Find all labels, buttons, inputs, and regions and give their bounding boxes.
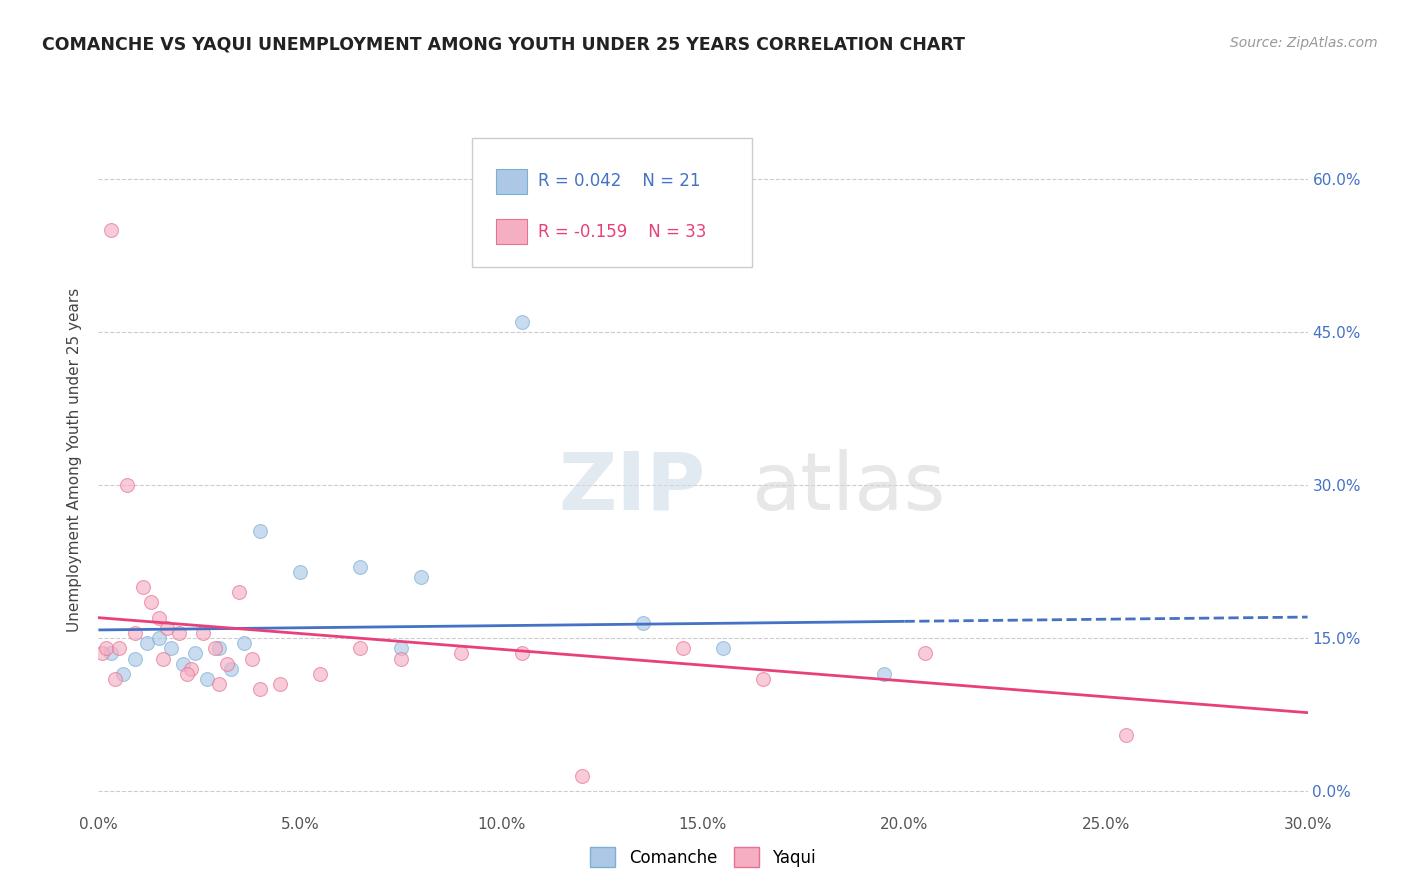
- Point: [232, 636, 254, 650]
- Point: [249, 524, 271, 538]
- Point: [124, 626, 146, 640]
- Point: [100, 222, 122, 236]
- Point: [115, 478, 138, 492]
- Text: R = -0.159    N = 33: R = -0.159 N = 33: [538, 223, 707, 241]
- Point: [103, 672, 125, 686]
- Point: [510, 314, 533, 328]
- Point: [389, 651, 412, 665]
- Point: [91, 647, 114, 661]
- Point: [172, 657, 194, 671]
- Point: [204, 641, 226, 656]
- Point: [672, 641, 695, 656]
- Point: [208, 641, 231, 656]
- Point: [139, 595, 162, 609]
- Point: [100, 647, 122, 661]
- Text: COMANCHE VS YAQUI UNEMPLOYMENT AMONG YOUTH UNDER 25 YEARS CORRELATION CHART: COMANCHE VS YAQUI UNEMPLOYMENT AMONG YOU…: [42, 36, 965, 54]
- Point: [631, 615, 654, 630]
- Point: [752, 672, 775, 686]
- Point: [389, 641, 412, 656]
- Point: [221, 662, 243, 676]
- Point: [184, 647, 207, 661]
- Point: [167, 626, 190, 640]
- Point: [240, 651, 263, 665]
- Point: [180, 662, 202, 676]
- Point: [217, 657, 239, 671]
- Point: [1115, 728, 1137, 742]
- Text: Source: ZipAtlas.com: Source: ZipAtlas.com: [1230, 36, 1378, 50]
- Point: [288, 565, 311, 579]
- Text: ZIP: ZIP: [558, 449, 706, 526]
- Text: atlas: atlas: [751, 449, 946, 526]
- Point: [450, 647, 472, 661]
- Point: [111, 666, 134, 681]
- Point: [132, 580, 155, 594]
- Point: [914, 647, 936, 661]
- Point: [107, 641, 129, 656]
- Y-axis label: Unemployment Among Youth under 25 years: Unemployment Among Youth under 25 years: [67, 287, 83, 632]
- Point: [349, 559, 371, 574]
- Point: [148, 610, 170, 624]
- Point: [409, 570, 432, 584]
- Point: [160, 641, 183, 656]
- Point: [124, 651, 146, 665]
- Point: [711, 641, 734, 656]
- Point: [96, 641, 118, 656]
- Legend: Comanche, Yaqui: Comanche, Yaqui: [583, 840, 823, 874]
- Point: [228, 585, 250, 599]
- Point: [349, 641, 371, 656]
- Point: [208, 677, 231, 691]
- Point: [195, 672, 218, 686]
- Point: [193, 626, 215, 640]
- Point: [148, 631, 170, 645]
- Point: [873, 666, 896, 681]
- Point: [176, 666, 198, 681]
- Point: [152, 651, 174, 665]
- Point: [309, 666, 332, 681]
- Point: [249, 682, 271, 697]
- Point: [156, 621, 179, 635]
- Point: [135, 636, 157, 650]
- Point: [571, 769, 593, 783]
- Point: [510, 647, 533, 661]
- Point: [269, 677, 291, 691]
- Text: R = 0.042    N = 21: R = 0.042 N = 21: [538, 172, 700, 190]
